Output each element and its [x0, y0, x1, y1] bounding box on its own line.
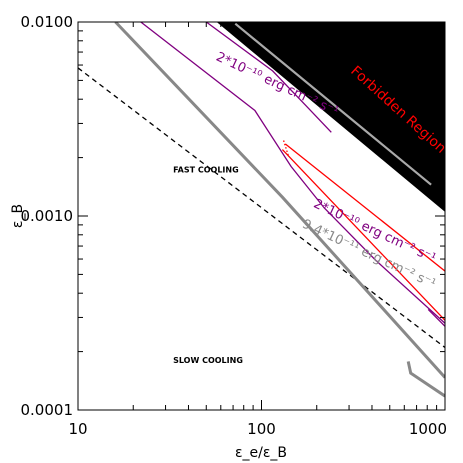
x-tick-label: 10	[68, 420, 87, 438]
series-line-red-tip	[282, 140, 289, 156]
slow-cooling-label: SLOW COOLING	[173, 356, 243, 365]
series-line-gray-in-region	[234, 22, 432, 186]
forbidden-region	[216, 22, 445, 212]
series-line-cooling-boundary	[78, 67, 445, 349]
tick-layer: 10 100 1000 0.0001 0.0010 0.0100	[21, 13, 448, 438]
series-line-gray-lower	[406, 361, 445, 398]
series-line-red-upper	[284, 143, 445, 272]
x-axis-title: ε_e/ε_B	[235, 445, 287, 461]
y-tick-label: 0.0001	[21, 401, 74, 419]
series-line-purple-upper	[140, 22, 445, 324]
x-tick-label: 1000	[409, 420, 447, 438]
series-line-red-lower	[281, 149, 445, 321]
fast-cooling-label: FAST COOLING	[173, 165, 239, 174]
y-tick-label: 0.0100	[21, 13, 74, 31]
series-line-gray-upper	[114, 22, 445, 379]
y-tick-label: 0.0010	[21, 207, 74, 225]
y-axis-title: ε_B	[10, 204, 26, 228]
series-line-purple-upper-right	[205, 22, 332, 133]
series-layer	[78, 22, 445, 398]
forbidden-region-layer	[216, 22, 445, 212]
x-tick-label: 100	[247, 420, 276, 438]
series-line-purple-lower-right	[427, 308, 445, 327]
